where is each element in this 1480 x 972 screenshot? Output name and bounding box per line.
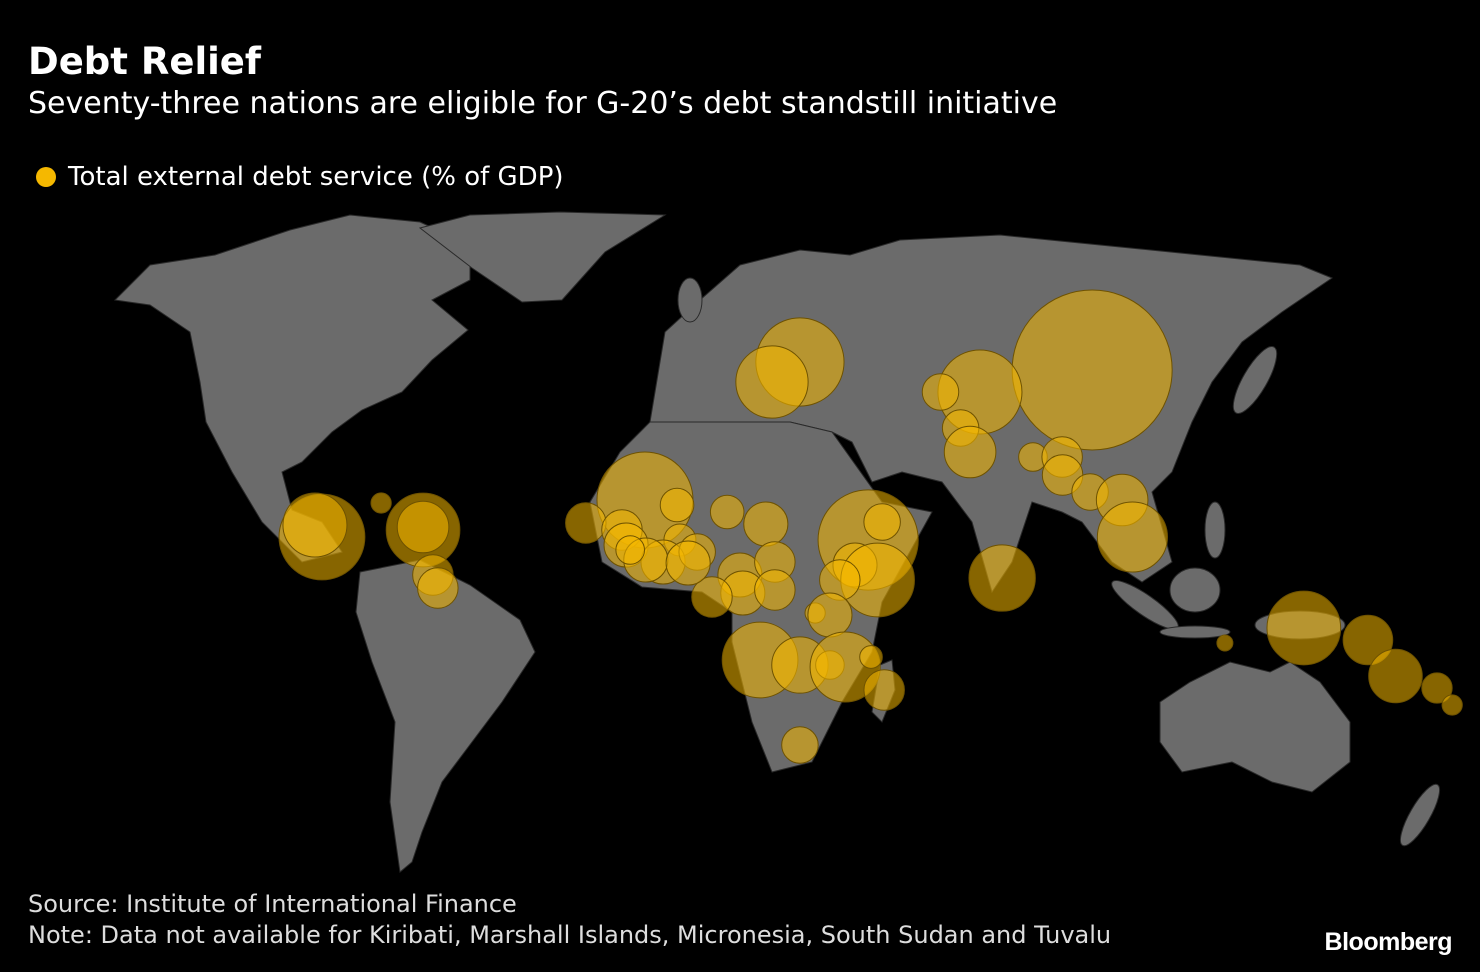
south-america [355, 559, 536, 873]
japan [1232, 346, 1278, 414]
debt-bubble [665, 540, 711, 586]
subtitle: Seventy-three nations are eligible for G… [28, 86, 1058, 121]
greenland [418, 211, 667, 303]
debt-bubble [1216, 634, 1234, 652]
debt-bubble [1368, 648, 1423, 704]
debt-bubble [659, 487, 695, 523]
debt-bubble [1011, 289, 1173, 451]
debt-bubble [1096, 501, 1168, 573]
debt-bubble [396, 500, 450, 554]
debt-bubble [968, 544, 1036, 612]
debt-bubble [735, 345, 809, 419]
australia [1159, 661, 1351, 793]
north-america [113, 214, 471, 563]
debt-bubble [370, 492, 392, 514]
debt-bubble [615, 535, 645, 565]
source: Source: Institute of International Finan… [28, 890, 517, 918]
legend-swatch [36, 167, 56, 187]
debt-bubble [565, 502, 607, 544]
debt-bubble [709, 494, 745, 530]
debt-bubble [743, 501, 789, 547]
debt-bubble [943, 425, 997, 479]
borneo [1169, 567, 1221, 613]
java [1159, 625, 1231, 639]
legend-label: Total external debt service (% of GDP) [68, 162, 564, 192]
debt-bubble [859, 645, 883, 669]
philippines [1204, 501, 1226, 559]
bubbles [278, 289, 1463, 764]
debt-bubble [863, 669, 905, 711]
debt-bubble [1421, 672, 1453, 704]
new-zealand [1399, 783, 1441, 847]
debt-bubble [921, 373, 960, 411]
debt-bubble [781, 726, 819, 764]
debt-bubble [807, 592, 853, 638]
britain [677, 277, 703, 323]
debt-bubble [691, 576, 733, 618]
logo: Bloomberg [1324, 928, 1453, 956]
note: Note: Data not available for Kiribati, M… [28, 921, 1112, 949]
debt-bubble [1266, 590, 1342, 666]
debt-bubble [282, 492, 348, 558]
debt-bubble [1342, 614, 1394, 666]
debt-bubble [1441, 694, 1463, 716]
debt-bubble [754, 569, 796, 611]
debt-bubble [863, 503, 901, 541]
legend: Total external debt service (% of GDP) [36, 162, 564, 192]
debt-bubble [417, 567, 459, 609]
title: Debt Relief [28, 40, 262, 83]
